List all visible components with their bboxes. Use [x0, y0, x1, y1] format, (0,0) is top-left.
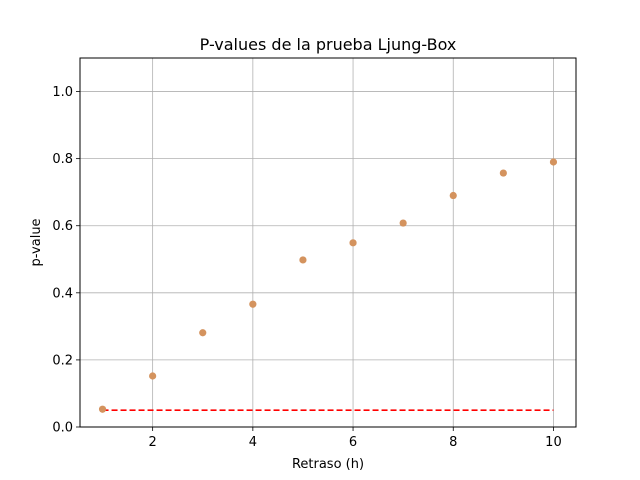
chart-title: P-values de la prueba Ljung-Box: [200, 35, 457, 54]
data-point: [449, 191, 457, 200]
data-point: [349, 239, 357, 247]
data-point: [98, 405, 107, 413]
x-tick-label: 2: [149, 435, 157, 450]
x-axis-label: Retraso (h): [292, 457, 364, 472]
x-axis: 2 4 6 8 10: [149, 427, 562, 450]
data-point: [499, 169, 507, 177]
y-tick-label: 1.0: [52, 85, 73, 100]
y-tick-label: 0.4: [52, 286, 73, 301]
x-tick-label: 6: [349, 435, 357, 450]
y-tick-label: 0.6: [52, 219, 73, 234]
data-point: [199, 329, 207, 337]
y-axis: 0.0 0.2 0.4 0.6 0.8 1.0: [52, 85, 80, 436]
data-point: [249, 300, 257, 308]
data-point: [549, 158, 558, 166]
y-tick-label: 0.0: [52, 421, 73, 436]
y-axis-label: p-value: [29, 218, 44, 266]
x-tick-label: 10: [545, 435, 562, 450]
y-tick-label: 0.2: [52, 353, 73, 368]
data-point: [149, 372, 157, 380]
data-point: [399, 219, 407, 227]
data-point: [299, 256, 307, 264]
x-tick-label: 8: [449, 435, 457, 450]
data-points: [98, 158, 558, 413]
x-tick-label: 4: [249, 435, 257, 450]
y-tick-label: 0.8: [52, 152, 73, 167]
plot-frame: [79, 57, 577, 428]
